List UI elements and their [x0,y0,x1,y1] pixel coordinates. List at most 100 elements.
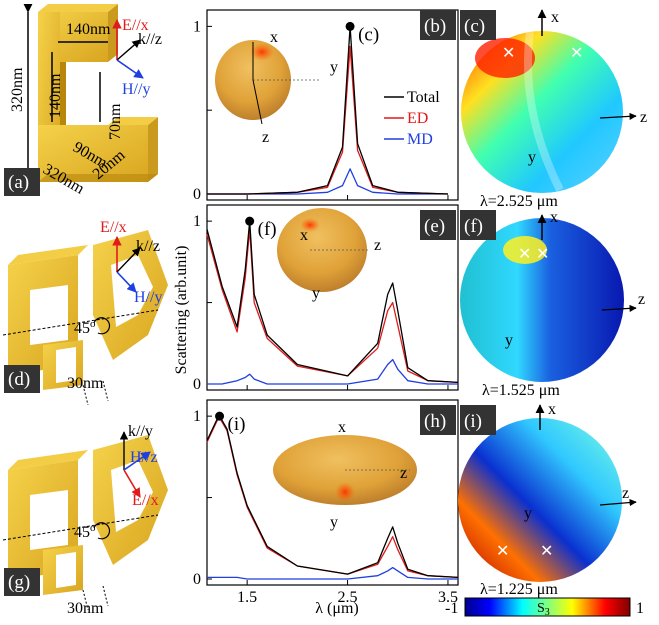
legend: Total ED MD [384,89,440,148]
series-md-1 [207,358,458,385]
inset-e-axis-y: y [312,285,320,302]
polar-map-i: ✕ ✕ x y z [458,401,637,582]
y-axis-title: Scattering (arb.unit) [173,246,190,375]
right-labels: (b) (c) (e) (f) (h) (i) [420,10,496,435]
peak-marker-label-0: (c) [358,24,379,45]
y-tick-label-1-1: 0 [193,376,201,393]
polar-i-axis-z: z [622,485,629,502]
panel-d-label: (d) [8,369,30,390]
panel-a-label-box [4,168,40,196]
dim-gap-text: 140nm [47,73,64,118]
polar-c-axis-y: y [528,149,536,166]
y-tick-label-2-1: 0 [193,571,201,588]
panel-d-label-box [4,365,40,393]
legend-md-label: MD [407,131,433,148]
series-ed-1 [206,228,459,384]
dim-slit-text: 70nm [107,103,124,140]
series-md-0 [207,168,448,195]
inset-b-axis-x: x [270,29,278,46]
panel-d-field-axes: E//x k//z H//y [100,219,162,306]
polar-f-axis-z: z [638,291,645,308]
farfield-inset-b: x y z [215,29,338,146]
panel-a-label: (a) [8,172,29,193]
polar-i-axis-x: x [548,401,556,418]
polar-c-axis-x: x [551,9,559,26]
polar-map-c: ✕ ✕ x y z [461,9,647,193]
panel-g-label-box [4,568,40,596]
e-field-label-g: E//x [132,492,159,509]
polar-i-lambda: λ=1.225 μm [480,581,558,598]
x-axis-title: λ (μm) [315,600,358,617]
inset-h-axis-y: y [330,514,338,531]
dim-top-arm-text: 140nm [66,21,111,38]
panel-b-label: (b) [424,16,446,37]
h-field-label-d: H//y [134,289,162,306]
inset-h-axis-z: z [400,465,407,482]
colorbar-label: S3 [537,601,550,618]
x-tick-label-0: 1.5 [237,589,257,606]
y-tick-label-0-0: 1 [193,18,201,35]
k-vector-label-g: k//y [128,423,153,440]
plot-frame-0 [206,9,459,201]
angle-d: 45o [74,318,96,337]
peak-marker-label-1: (f) [258,219,277,240]
x-tick-label-1: 2.5 [338,589,358,606]
singularity-f1: ✕ [518,246,531,263]
inset-b-axis-y: y [330,59,338,76]
peak-marker-2 [215,411,225,421]
h-field-label-a: H//y [122,81,150,98]
series-total-1 [206,220,459,384]
peak-marker-1 [245,216,255,226]
e-field-label-a: E//x [122,17,149,34]
farfield-inset-e: x z y [277,208,381,302]
y-tick-label-1-0: 1 [193,213,201,230]
size-d: 30nm [67,375,104,392]
spectrum-panel-h: 1 0 1.5 2.5 3.5 (i) [193,399,459,606]
colorbar-max: 1 [636,600,644,617]
inset-e-axis-x: x [300,227,308,244]
singularity-f2: ✕ [536,246,549,263]
h-field-label-g: H//z [130,449,158,466]
colorbar-min: -1 [445,600,458,617]
k-vector-label-a: k//z [138,31,162,48]
legend-total-label: Total [407,89,440,106]
y-tick-label-0-1: 0 [193,186,201,203]
panel-d-structure [2,230,168,406]
panel-f-label: (f) [464,216,483,237]
polar-f-lambda: λ=1.525 μm [482,382,560,399]
series-total-0 [207,25,449,195]
polar-c-lambda: λ=2.525 μm [480,193,558,210]
polar-f-axis-y: y [505,332,513,349]
panel-d-text: 45o 30nm [67,318,104,392]
e-field-label-d: E//x [100,219,127,236]
farfield-inset-h: x z y [273,419,417,531]
peak-marker-0 [345,21,355,31]
singularity-c1: ✕ [502,45,515,62]
panel-e-label: (e) [424,216,445,237]
panel-c-label: (c) [464,16,485,37]
polar-f-axis-x: x [550,209,558,226]
panel-g-structure [2,435,168,611]
panel-g-field-axes: k//y H//z E//x [119,423,159,509]
k-vector-label-d: k//z [136,238,160,255]
plot-frame-2 [206,399,459,586]
peak-marker-label-2: (i) [228,414,246,435]
legend-ed-label: ED [407,110,428,127]
inset-e-axis-z: z [374,237,381,254]
panel-g-label: (g) [8,572,30,593]
singularity-c2: ✕ [570,45,583,62]
size-g: 30nm [67,600,104,617]
inset-h-axis-x: x [338,419,346,436]
angle-g: 45o [74,522,96,541]
polar-c-axis-z: z [640,109,647,126]
spectrum-panel-e: 1 0 (f) [193,204,459,393]
singularity-i1: ✕ [496,543,509,560]
singularity-i2: ✕ [540,543,553,560]
panel-a-field-axes: E//x k//z H//y [112,17,162,98]
panel-h-label: (h) [424,411,446,432]
plot-frame-1 [206,204,459,391]
series-md-2 [207,566,458,580]
colorbar [464,597,631,617]
dim-height-text: 320nm [9,67,26,112]
polar-map-f: ✕ ✕ x y z [460,209,645,382]
